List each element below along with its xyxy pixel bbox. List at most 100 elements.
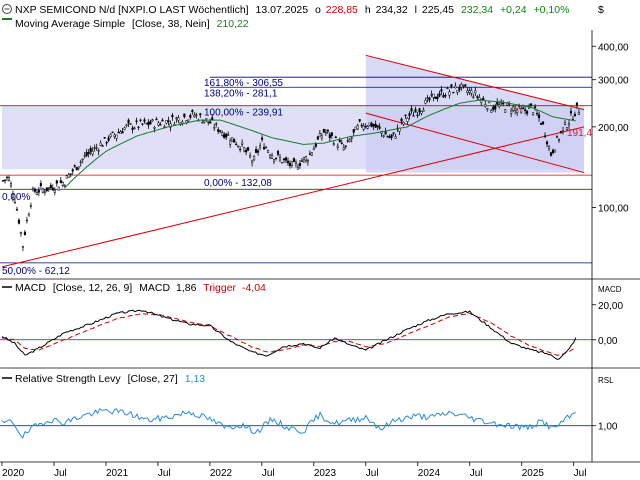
candle-body (251, 160, 254, 163)
candle-body (83, 155, 86, 157)
candle-body (326, 129, 329, 132)
candle-body (336, 145, 339, 148)
high-label: h (365, 4, 371, 16)
candle-body (464, 84, 467, 87)
candle-body (239, 148, 242, 151)
macd-value: 1,86 (176, 282, 197, 294)
candle-body (394, 136, 397, 139)
candle-body (225, 133, 228, 138)
candle-body (358, 119, 361, 122)
chart-header: NXP SEMICOND N/d [NXPI.O LAST Wöchentlic… (2, 4, 604, 30)
candle-body (414, 109, 417, 113)
candle-body (203, 120, 206, 123)
candle-body (87, 152, 90, 154)
moving-average-line (64, 99, 576, 189)
candle-body (23, 231, 26, 235)
time-tick-label: Jul (158, 468, 171, 479)
candle-body (221, 132, 224, 136)
candle-body (59, 180, 62, 183)
candle-body (376, 125, 379, 127)
macd-trigger-line (1, 312, 577, 356)
candle-body (536, 112, 539, 115)
candle-body (31, 188, 34, 190)
candle-body (384, 131, 387, 135)
candle-body (484, 104, 487, 107)
candle-body (125, 124, 128, 126)
candle-body (310, 152, 313, 156)
candle-body (466, 90, 469, 93)
candle-body (426, 97, 429, 99)
candle-body (368, 122, 371, 126)
ma-value: 210,22 (217, 18, 249, 30)
macd-value-label: MACD (139, 282, 170, 294)
candle-body (217, 129, 220, 132)
rsl-params: [Close, 27] (128, 373, 178, 385)
trendline-lower-channel (365, 112, 585, 174)
candle-body (346, 140, 349, 142)
price-change-pct: +0,10% (534, 4, 570, 16)
candle-body (167, 120, 170, 123)
candle-body (155, 118, 158, 121)
candle-body (75, 167, 78, 171)
candle-body (522, 107, 525, 110)
candle-body (268, 154, 272, 158)
trendline-upper-channel (365, 54, 585, 111)
candle-body (47, 187, 50, 189)
rsl-tick-label: 1,00 (598, 422, 618, 433)
candle-body (193, 114, 196, 118)
candle-body (308, 153, 311, 155)
candle-body (229, 140, 232, 145)
open-label: o (315, 4, 321, 16)
candle-body (288, 162, 292, 166)
candle-body (526, 111, 529, 114)
candle-body (344, 145, 347, 147)
candle-body (366, 126, 369, 129)
candle-body (454, 85, 457, 89)
candle-body (107, 137, 110, 141)
candle-body (524, 109, 527, 111)
candle-body (137, 126, 140, 128)
candle-body (111, 131, 114, 134)
price-axis: 400,00 300,00 200,00 100,00 (592, 42, 629, 214)
rsl-value: 1,13 (185, 373, 206, 385)
candle-body (490, 109, 493, 113)
price-change: +0,24 (500, 4, 527, 16)
candle-body (9, 183, 13, 187)
candle-body (65, 175, 68, 179)
macd-axis: 20,00 0,00 (592, 301, 623, 347)
circle-minus-icon[interactable] (2, 4, 12, 14)
candle-body (161, 119, 164, 122)
candle-body (296, 166, 299, 170)
candle-body (364, 125, 367, 128)
candle-body (482, 98, 485, 101)
candle-body (468, 90, 471, 93)
candle-body (11, 194, 15, 198)
candle-body (304, 156, 307, 161)
last-price: 232,34 (461, 4, 493, 16)
candle-body (438, 93, 441, 97)
time-tick-label: 2021 (106, 468, 129, 479)
candle-body (342, 147, 345, 150)
time-tick-label: Jul (574, 468, 587, 479)
candle-body (406, 117, 409, 122)
candle-body (207, 121, 210, 123)
candle-body (494, 105, 497, 110)
candle-body (400, 118, 403, 122)
candle-body (272, 159, 276, 162)
low-label: l (415, 4, 417, 16)
candle-body (85, 152, 88, 156)
candle-body (348, 139, 351, 142)
price-tick-label: 200,00 (598, 123, 629, 134)
candle-body (563, 122, 567, 125)
candle-body (510, 110, 513, 114)
candle-body (338, 139, 341, 143)
rsl-line (1, 408, 576, 439)
candle-body (37, 190, 40, 193)
time-tick-label: 2025 (522, 468, 545, 479)
candle-body (235, 143, 238, 146)
candle-body (410, 108, 413, 112)
candle-body (332, 143, 335, 145)
candle-body (191, 110, 194, 112)
candle-body (577, 112, 580, 116)
